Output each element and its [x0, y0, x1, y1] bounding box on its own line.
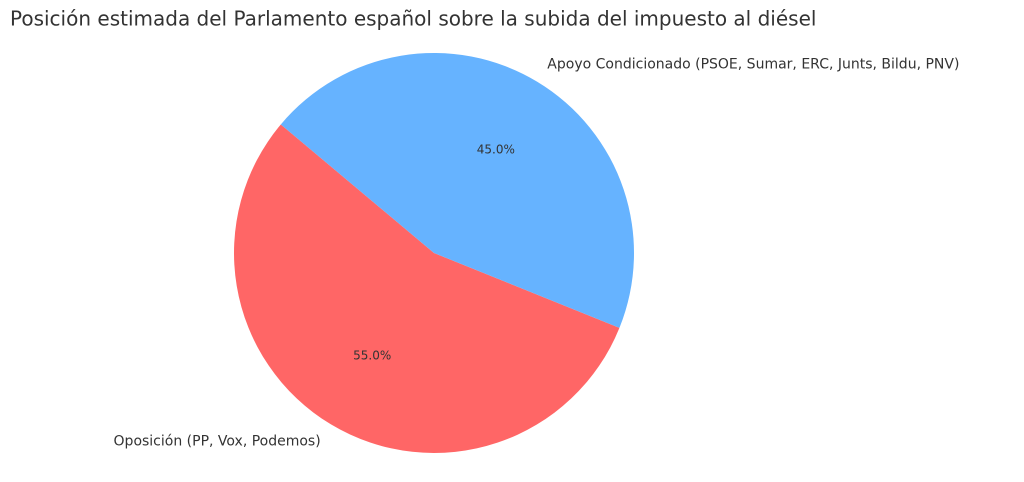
slice-label: Oposición (PP, Vox, Podemos)	[114, 434, 321, 450]
pie-slice	[280, 53, 634, 328]
chart-title: Posición estimada del Parlamento español…	[10, 7, 816, 31]
percent-label: 55.0%	[353, 348, 391, 362]
slice-label: Apoyo Condicionado (PSOE, Sumar, ERC, Ju…	[547, 56, 959, 72]
pie-slice	[233, 124, 620, 454]
percent-label: 45.0%	[477, 143, 515, 157]
